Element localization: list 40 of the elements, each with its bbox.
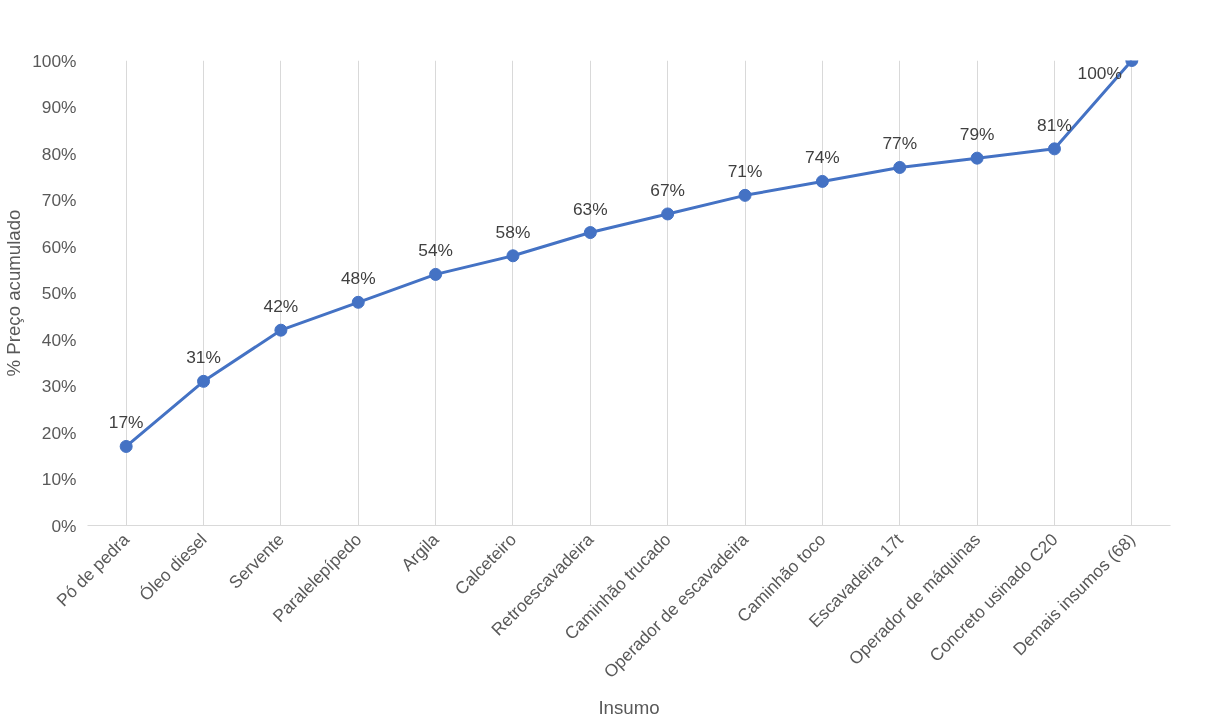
- point: [738, 188, 752, 202]
- data-label: 77%: [882, 133, 918, 154]
- data-label: 42%: [263, 296, 299, 317]
- data-label: 79%: [959, 124, 995, 145]
- data-label: 17%: [108, 412, 144, 433]
- y-tick-label: 30%: [41, 376, 77, 396]
- point: [119, 439, 133, 453]
- data-label: 67%: [650, 179, 686, 200]
- y-tick-label: 70%: [41, 190, 77, 210]
- data-label: 63%: [572, 198, 608, 219]
- point: [583, 226, 597, 240]
- data-label: 31%: [186, 347, 221, 368]
- data-label: 100%: [1077, 62, 1122, 83]
- data-label: 58%: [495, 221, 531, 242]
- data-label: 48%: [340, 268, 376, 289]
- point: [197, 374, 211, 388]
- point: [893, 160, 907, 174]
- y-tick-label: 0%: [51, 515, 77, 536]
- point: [970, 151, 984, 165]
- y-tick-label: 20%: [41, 422, 77, 443]
- data-label: 71%: [727, 161, 763, 182]
- y-tick-label: 90%: [41, 97, 77, 117]
- point: [1047, 142, 1061, 156]
- data-label: 74%: [805, 147, 840, 168]
- y-tick-label: 60%: [41, 236, 77, 257]
- data-label: 81%: [1037, 114, 1072, 135]
- point: [661, 207, 675, 221]
- point: [351, 295, 365, 309]
- y-tick-label: 40%: [41, 329, 77, 350]
- point: [815, 174, 829, 188]
- point: [506, 249, 520, 263]
- y-tick-label: 100%: [32, 50, 77, 71]
- y-tick-label: 10%: [41, 469, 77, 489]
- data-label: 54%: [418, 240, 453, 261]
- y-axis-title: % Preço acumulado: [3, 209, 25, 377]
- point: [274, 323, 288, 337]
- point: [429, 267, 443, 281]
- y-tick-label: 80%: [41, 143, 77, 164]
- x-axis-title: Insumo: [598, 696, 660, 718]
- y-tick-label: 50%: [41, 283, 77, 303]
